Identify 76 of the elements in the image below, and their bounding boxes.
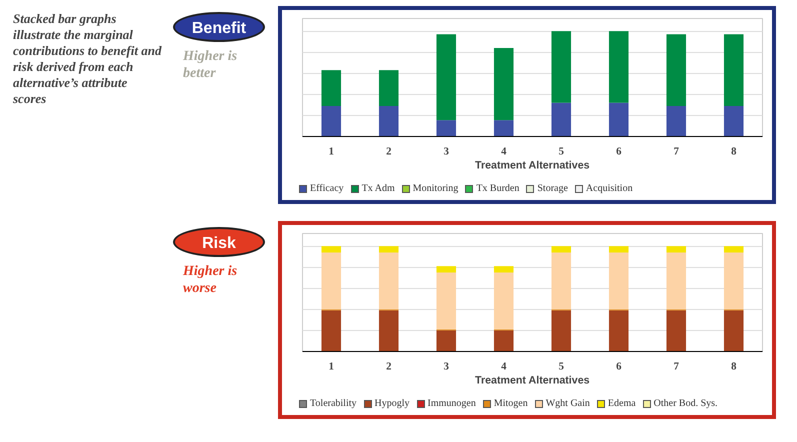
x-axis-title: Treatment Alternatives: [475, 160, 590, 172]
bar: [551, 252, 572, 310]
x-tick-label: 4: [501, 146, 508, 158]
legend-label: Efficacy: [309, 182, 344, 196]
bar: [608, 252, 629, 310]
bar: [724, 310, 744, 352]
bar: [321, 246, 342, 252]
chart-title: Risk: [173, 227, 265, 257]
legend-label: Mitogen: [492, 397, 528, 411]
bar: [378, 246, 399, 252]
x-tick-label: 1: [328, 146, 334, 158]
legend-label: Tolerability: [309, 397, 357, 411]
x-tick-label: 5: [558, 362, 564, 372]
bar: [724, 34, 744, 106]
text: Stacked bar graphs illustrate the marginal contributions to benefit and risk derived from each alternative’s attribute scores: [13, 11, 163, 107]
x-tick-label: 6: [616, 362, 622, 372]
legend-label: Wght Gain: [544, 397, 590, 411]
bar: [551, 246, 572, 252]
bar: [724, 106, 744, 136]
bar: [666, 106, 686, 136]
x-tick-label: 3: [444, 146, 449, 158]
x-tick-label: 7: [674, 146, 680, 158]
x-tick-label: 5: [558, 146, 564, 158]
bar: [551, 102, 572, 136]
x-tick-label: 2: [386, 362, 392, 372]
bar: [666, 252, 686, 310]
legend-label: Storage: [536, 182, 568, 196]
x-tick-label: 8: [731, 146, 736, 158]
legend-label: Edema: [606, 397, 636, 411]
bar: [724, 246, 744, 252]
text: Higher is worse: [183, 263, 238, 297]
bar: [608, 246, 629, 252]
x-tick-label: 6: [616, 146, 622, 158]
bar: [494, 330, 514, 352]
bar: [436, 120, 456, 136]
text: Higher is better: [183, 48, 238, 82]
bar: [378, 252, 399, 310]
x-tick-label: 4: [501, 362, 508, 372]
legend-label: Other Bod. Sys.: [652, 397, 718, 411]
bar: [378, 106, 399, 136]
bar: [378, 70, 399, 106]
bar: [608, 102, 629, 136]
bar: [666, 34, 686, 106]
x-tick-label: 8: [731, 362, 736, 372]
bar: [494, 266, 514, 272]
bar: [436, 34, 456, 120]
bar: [436, 272, 456, 330]
bar: [551, 31, 572, 103]
legend-label: Monitoring: [412, 182, 458, 196]
bar: [494, 48, 514, 120]
legend-label: Acquisition: [584, 182, 633, 196]
x-tick-label: 7: [674, 362, 680, 372]
bar: [321, 106, 342, 136]
x-tick-label: 2: [386, 146, 392, 158]
chart-title: Benefit: [173, 12, 265, 42]
bar: [378, 310, 399, 352]
bar: [436, 266, 456, 272]
x-tick-label: 3: [444, 362, 449, 372]
legend-label: Immunogen: [426, 397, 476, 411]
bar: [724, 252, 744, 310]
x-tick-label: 1: [328, 362, 334, 372]
x-axis-title: Treatment Alternatives: [475, 374, 590, 386]
legend-label: Hypogly: [374, 397, 410, 411]
legend-label: Tx Burden: [475, 182, 520, 196]
bar: [666, 310, 686, 352]
bar: [551, 310, 572, 352]
bar: [666, 246, 686, 252]
bar: [608, 31, 629, 103]
bar: [608, 310, 629, 352]
bar: [494, 272, 514, 330]
bar: [436, 330, 456, 352]
bar: [321, 310, 342, 352]
bar: [321, 70, 342, 106]
bar: [494, 120, 514, 136]
legend-label: Tx Adm: [360, 182, 395, 196]
bar: [321, 252, 342, 310]
